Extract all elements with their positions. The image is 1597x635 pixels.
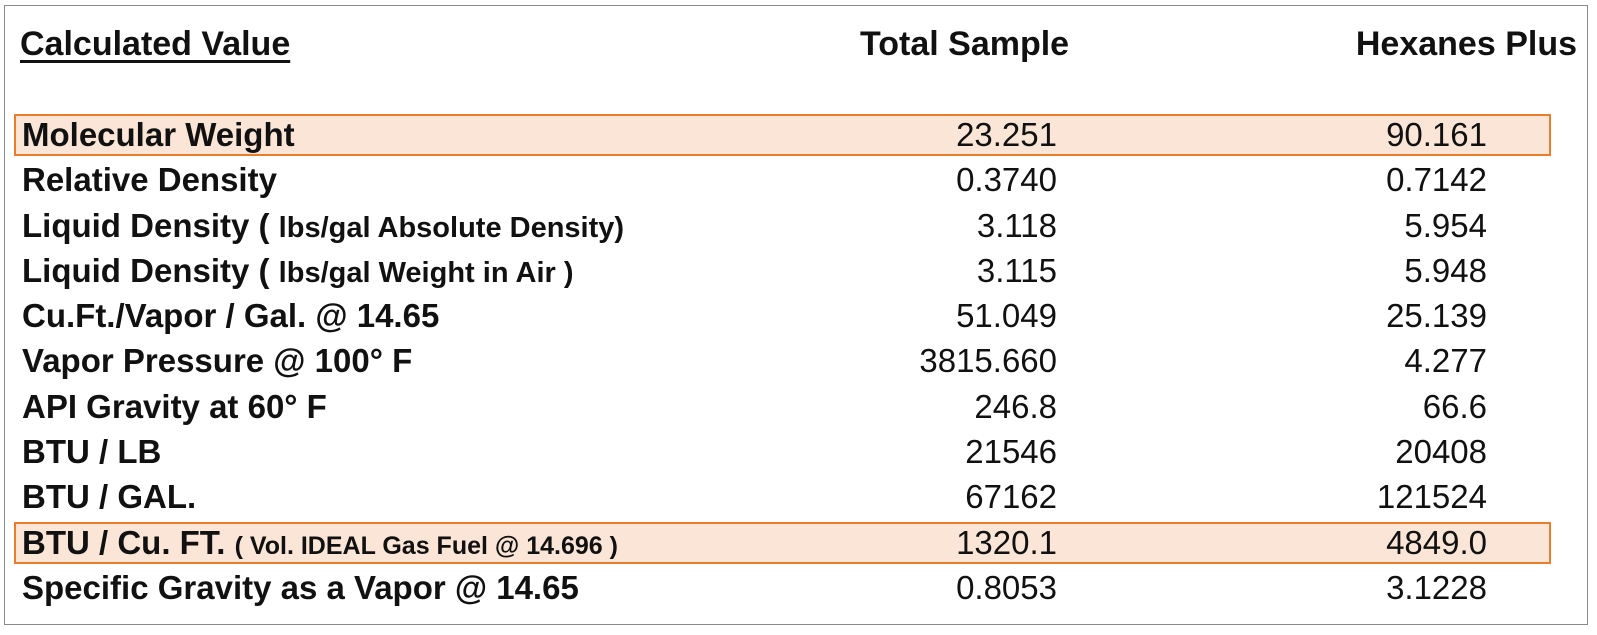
row-label-qualifier: lbs/gal Weight in Air ) [278, 257, 574, 289]
row-label: Specific Gravity as a Vapor @ 14.65 [22, 569, 579, 606]
row-label: Liquid Density ( lbs/gal Absolute Densit… [22, 207, 625, 244]
table-row: BTU / LB 21546 20408 [14, 431, 1551, 473]
hexanes-plus-value: 121524 [1376, 478, 1487, 515]
total-sample-value: 246.8 [974, 388, 1057, 425]
total-sample-value: 21546 [965, 433, 1057, 470]
row-label: BTU / Cu. FT. ( Vol. IDEAL Gas Fuel @ 14… [22, 524, 618, 561]
table-frame [4, 5, 1588, 625]
row-label: BTU / LB [22, 433, 162, 470]
table-row: Specific Gravity as a Vapor @ 14.65 0.80… [14, 567, 1551, 609]
hexanes-plus-value: 66.6 [1422, 388, 1487, 425]
table-row: Relative Density 0.3740 0.7142 [14, 159, 1551, 201]
table-row: Liquid Density ( lbs/gal Absolute Densit… [14, 205, 1551, 247]
row-label: Cu.Ft./Vapor / Gal. @ 14.65 [22, 297, 440, 334]
hexanes-plus-value: 4.277 [1404, 342, 1487, 379]
row-label: API Gravity at 60° F [22, 388, 327, 425]
total-sample-value: 0.8053 [956, 569, 1057, 606]
column-header-calculated-value: Calculated Value [20, 25, 291, 63]
row-label: Liquid Density ( lbs/gal Weight in Air ) [22, 252, 574, 289]
table-row: Molecular Weight 23.251 90.161 [14, 114, 1551, 156]
total-sample-value: 23.251 [956, 116, 1057, 153]
row-label: Relative Density [22, 161, 277, 198]
row-label-qualifier: lbs/gal Absolute Density) [278, 212, 625, 244]
table-row: BTU / GAL. 67162 121524 [14, 476, 1551, 518]
hexanes-plus-value: 20408 [1395, 433, 1487, 470]
table-row: API Gravity at 60° F 246.8 66.6 [14, 386, 1551, 428]
hexanes-plus-value: 4849.0 [1386, 524, 1487, 561]
row-label: Vapor Pressure @ 100° F [22, 342, 413, 379]
row-label: BTU / GAL. [22, 478, 197, 515]
hexanes-plus-value: 90.161 [1386, 116, 1487, 153]
total-sample-value: 3.115 [976, 252, 1057, 289]
column-header-total-sample: Total Sample [860, 25, 1070, 63]
hexanes-plus-value: 3.1228 [1386, 569, 1487, 606]
table-row: Cu.Ft./Vapor / Gal. @ 14.65 51.049 25.13… [14, 295, 1551, 337]
hexanes-plus-value: 5.948 [1404, 252, 1487, 289]
total-sample-value: 3815.660 [919, 342, 1057, 379]
row-label-qualifier: ( Vol. IDEAL Gas Fuel @ 14.696 ) [234, 532, 618, 560]
hexanes-plus-value: 0.7142 [1386, 161, 1487, 198]
row-label: Molecular Weight [22, 116, 295, 153]
table-row: Liquid Density ( lbs/gal Weight in Air )… [14, 250, 1551, 292]
total-sample-value: 51.049 [956, 297, 1057, 334]
hexanes-plus-value: 5.954 [1404, 207, 1487, 244]
total-sample-value: 1320.1 [956, 524, 1057, 561]
total-sample-value: 67162 [965, 478, 1057, 515]
total-sample-value: 3.118 [976, 207, 1057, 244]
table-row: Vapor Pressure @ 100° F 3815.660 4.277 [14, 340, 1551, 382]
total-sample-value: 0.3740 [956, 161, 1057, 198]
hexanes-plus-value: 25.139 [1386, 297, 1487, 334]
column-header-hexanes-plus: Hexanes Plus [1355, 25, 1577, 63]
table-row: BTU / Cu. FT. ( Vol. IDEAL Gas Fuel @ 14… [14, 522, 1551, 564]
